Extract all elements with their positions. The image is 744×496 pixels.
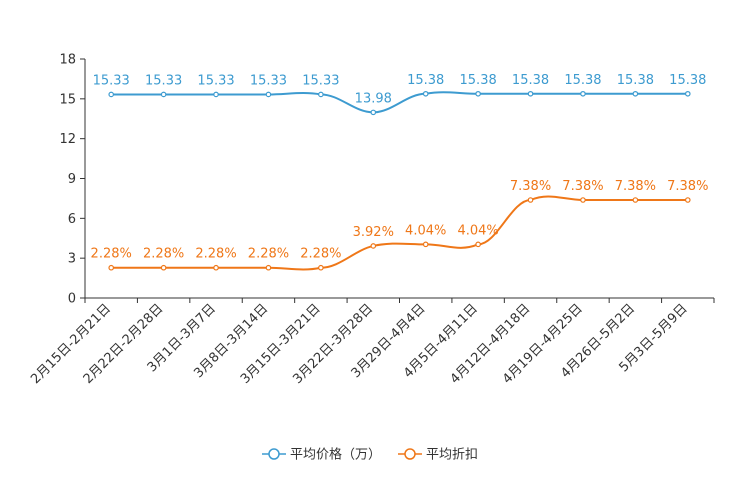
price-data-label: 15.38 bbox=[669, 73, 706, 88]
price-data-label: 15.38 bbox=[512, 73, 549, 88]
discount-data-label: 4.04% bbox=[405, 223, 446, 238]
discount-point bbox=[527, 197, 534, 203]
y-tick-label: 3 bbox=[68, 252, 76, 267]
discount-point bbox=[632, 197, 639, 203]
discount-point bbox=[475, 241, 481, 248]
discount-point bbox=[580, 197, 586, 203]
price-point bbox=[160, 91, 167, 98]
price-point bbox=[370, 109, 377, 116]
discount-data-label: 2.28% bbox=[91, 247, 132, 262]
discount-point bbox=[108, 264, 115, 271]
price-data-label: 15.38 bbox=[617, 73, 654, 88]
legend-discount[interactable]: 平均折扣 bbox=[426, 448, 478, 463]
discount-data-label: 2.28% bbox=[300, 247, 341, 262]
price-point bbox=[527, 90, 534, 97]
legend-price[interactable]: 平均价格（万） bbox=[290, 447, 381, 463]
discount-point bbox=[265, 264, 272, 271]
price-point bbox=[318, 91, 324, 98]
price-data-label: 15.38 bbox=[564, 73, 601, 88]
discount-point bbox=[160, 264, 167, 271]
discount-data-label: 3.92% bbox=[353, 225, 394, 240]
price-point bbox=[475, 90, 481, 97]
y-tick-label: 6 bbox=[68, 212, 76, 227]
price-point bbox=[684, 90, 691, 97]
price-data-label: 15.38 bbox=[407, 73, 444, 88]
y-tick-label: 12 bbox=[59, 132, 76, 147]
price-point bbox=[213, 91, 219, 98]
discount-data-label: 7.38% bbox=[667, 179, 708, 194]
discount-point bbox=[370, 243, 377, 249]
price-point bbox=[422, 90, 429, 97]
price-point bbox=[632, 90, 639, 97]
discount-data-label: 7.38% bbox=[510, 179, 551, 194]
legend-marker-icon bbox=[268, 448, 280, 460]
legend-marker-icon bbox=[404, 448, 416, 460]
discount-point bbox=[422, 241, 429, 248]
price-point bbox=[265, 91, 272, 98]
price-point bbox=[580, 90, 586, 97]
price-point bbox=[108, 91, 115, 98]
price-data-label: 15.33 bbox=[302, 73, 339, 88]
discount-point bbox=[213, 264, 219, 271]
discount-point bbox=[318, 264, 324, 271]
price-series-line bbox=[111, 91, 688, 114]
discount-data-label: 4.04% bbox=[457, 223, 498, 238]
discount-data-label: 7.38% bbox=[615, 179, 656, 194]
discount-data-label: 7.38% bbox=[562, 179, 603, 194]
price-data-label: 15.33 bbox=[145, 73, 182, 88]
y-tick-label: 9 bbox=[68, 172, 76, 187]
y-tick-label: 18 bbox=[59, 53, 76, 68]
y-tick-label: 0 bbox=[68, 292, 76, 307]
discount-data-label: 2.28% bbox=[248, 247, 289, 262]
discount-data-label: 2.28% bbox=[195, 247, 236, 262]
discount-data-label: 2.28% bbox=[143, 247, 184, 262]
price-data-label: 15.33 bbox=[93, 73, 130, 88]
discount-point bbox=[684, 197, 691, 203]
price-data-label: 15.33 bbox=[197, 73, 234, 88]
price-data-label: 15.33 bbox=[250, 73, 287, 88]
y-tick-label: 15 bbox=[59, 92, 76, 107]
price-data-label: 13.98 bbox=[355, 91, 392, 106]
price-data-label: 15.38 bbox=[460, 73, 497, 88]
